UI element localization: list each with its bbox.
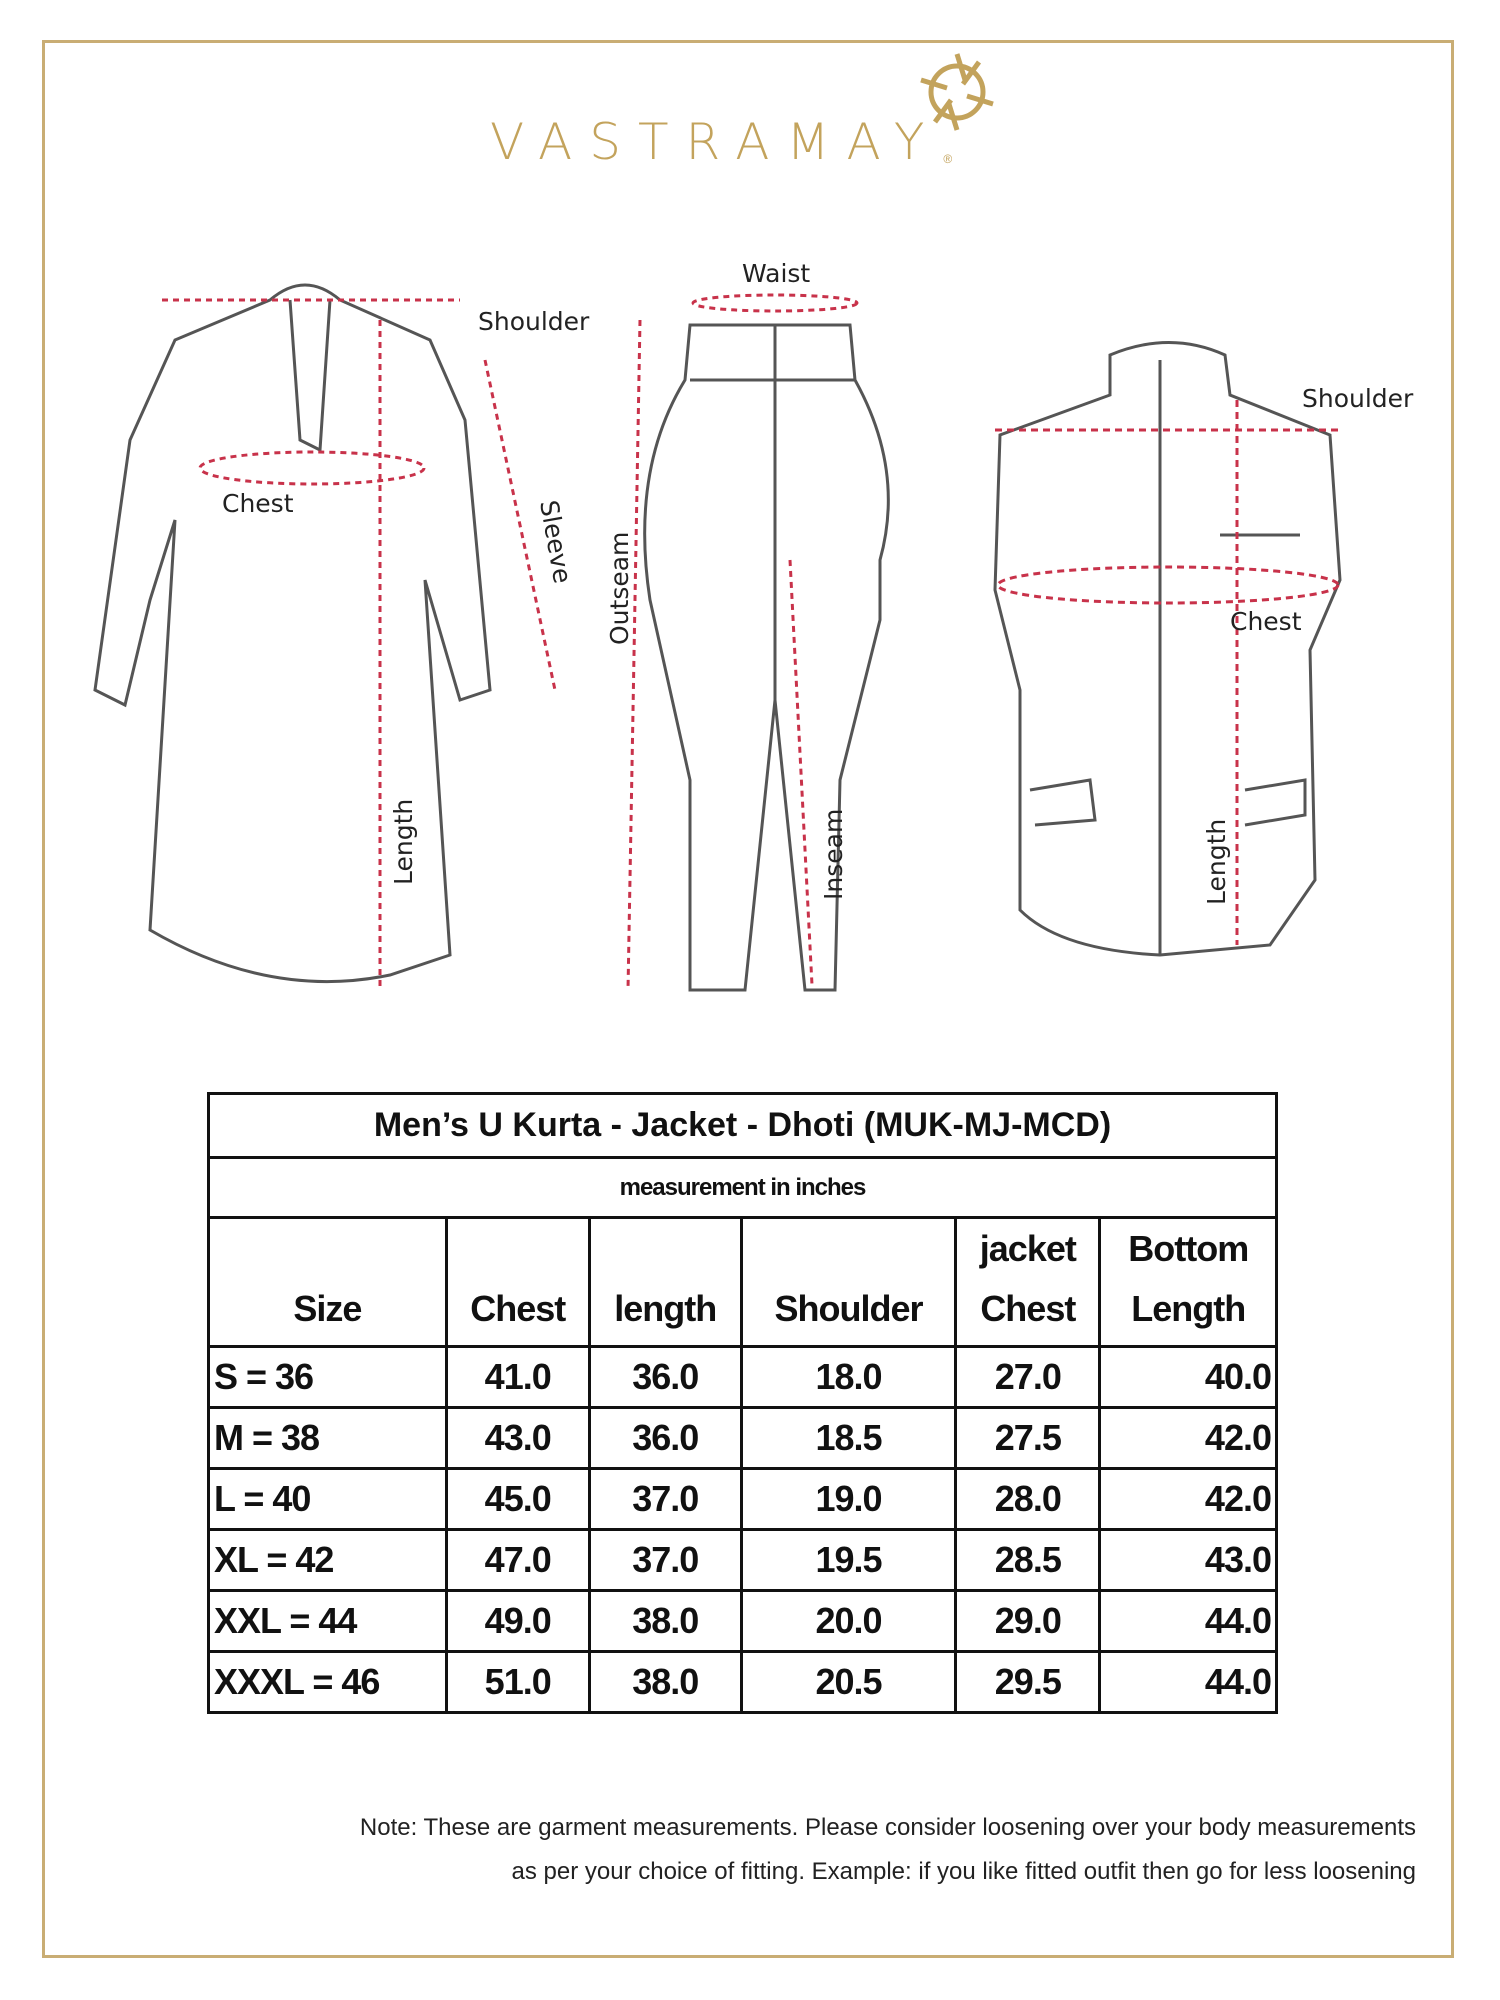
size-cell: XXL = 44 xyxy=(207,1589,448,1653)
value-cell: 29.5 xyxy=(954,1650,1102,1714)
dhoti-measure-lines xyxy=(626,293,859,991)
size-cell: L = 40 xyxy=(207,1467,448,1531)
dhoti-drawing xyxy=(643,323,890,992)
size-cell: XL = 42 xyxy=(207,1528,448,1592)
header-length: length xyxy=(587,1216,743,1348)
table-title: Men’s U Kurta - Jacket - Dhoti (MUK-MJ-M… xyxy=(207,1092,1278,1159)
kurta-shoulder-label: Shoulder xyxy=(478,307,590,336)
value-cell: 42.0 xyxy=(1098,1406,1278,1470)
table-row: L = 40 45.0 37.0 19.0 28.0 42.0 xyxy=(207,1467,1278,1531)
note-text: Note: These are garment measurements. Pl… xyxy=(360,1806,1416,1894)
size-cell: XXXL = 46 xyxy=(207,1650,448,1714)
header-shoulder: Shoulder xyxy=(739,1216,958,1348)
value-cell: 41.0 xyxy=(444,1345,591,1409)
value-cell: 51.0 xyxy=(444,1650,591,1714)
value-cell: 28.0 xyxy=(954,1467,1102,1531)
value-cell: 28.5 xyxy=(954,1528,1102,1592)
note-line-2: as per your choice of fitting. Example: … xyxy=(511,1858,1417,1885)
kurta-sleeve-label: Sleeve xyxy=(534,498,577,586)
value-cell: 38.0 xyxy=(587,1650,743,1714)
table-header-row: Size Chest length Shoulder jacket Chest B… xyxy=(207,1216,1278,1348)
table-row: M = 38 43.0 36.0 18.5 27.5 42.0 xyxy=(207,1406,1278,1470)
logo-flower-icon xyxy=(920,53,994,131)
dhoti-waist-label: Waist xyxy=(742,259,810,288)
value-cell: 19.0 xyxy=(739,1467,958,1531)
kurta-length-label: Length xyxy=(389,799,418,885)
table-title-row: Men’s U Kurta - Jacket - Dhoti (MUK-MJ-M… xyxy=(207,1092,1278,1159)
value-cell: 43.0 xyxy=(1098,1528,1278,1592)
note-line-1: Note: These are garment measurements. Pl… xyxy=(359,1814,1416,1841)
brand-logo-group: VASTRAMAY ® xyxy=(490,112,952,172)
kurta-measure-lines xyxy=(162,298,557,990)
jacket-chest-label: Chest xyxy=(1230,607,1302,636)
value-cell: 37.0 xyxy=(587,1528,743,1592)
value-cell: 45.0 xyxy=(444,1467,591,1531)
value-cell: 43.0 xyxy=(444,1406,591,1470)
value-cell: 49.0 xyxy=(444,1589,591,1653)
header-chest: Chest xyxy=(444,1216,591,1348)
value-cell: 38.0 xyxy=(587,1589,743,1653)
header-bottom-length: Bottom Length xyxy=(1098,1216,1278,1348)
measurement-unit: measurement in inches xyxy=(207,1156,1278,1219)
header-jacket-chest: jacket Chest xyxy=(954,1216,1102,1348)
jacket-shoulder-label: Shoulder xyxy=(1302,384,1414,413)
size-chart-table: Men’s U Kurta - Jacket - Dhoti (MUK-MJ-M… xyxy=(207,1092,1278,1714)
kurta-drawing xyxy=(93,283,492,984)
garment-diagram: Shoulder Chest Sleeve Length Waist Outse… xyxy=(93,53,1414,992)
jacket-drawing xyxy=(993,341,1342,957)
table-row: XL = 42 47.0 37.0 19.5 28.5 43.0 xyxy=(207,1528,1278,1592)
value-cell: 42.0 xyxy=(1098,1467,1278,1531)
value-cell: 20.5 xyxy=(739,1650,958,1714)
table-row: XXL = 44 49.0 38.0 20.0 29.0 44.0 xyxy=(207,1589,1278,1653)
brand-logo: VASTRAMAY xyxy=(490,113,942,171)
value-cell: 18.0 xyxy=(739,1345,958,1409)
dhoti-inseam-label: Inseam xyxy=(819,809,848,900)
jacket-length-label: Length xyxy=(1202,819,1231,905)
value-cell: 27.0 xyxy=(954,1345,1102,1409)
table-row: XXXL = 46 51.0 38.0 20.5 29.5 44.0 xyxy=(207,1650,1278,1714)
jacket-measure-lines xyxy=(995,400,1340,945)
value-cell: 47.0 xyxy=(444,1528,591,1592)
page-border xyxy=(42,40,1454,1958)
value-cell: 44.0 xyxy=(1098,1589,1278,1653)
value-cell: 29.0 xyxy=(954,1589,1102,1653)
value-cell: 37.0 xyxy=(587,1467,743,1531)
value-cell: 36.0 xyxy=(587,1345,743,1409)
value-cell: 20.0 xyxy=(739,1589,958,1653)
kurta-chest-label: Chest xyxy=(222,489,294,518)
table-unit-row: measurement in inches xyxy=(207,1156,1278,1219)
size-cell: M = 38 xyxy=(207,1406,448,1470)
value-cell: 27.5 xyxy=(954,1406,1102,1470)
table-row: S = 36 41.0 36.0 18.0 27.0 40.0 xyxy=(207,1345,1278,1409)
value-cell: 18.5 xyxy=(739,1406,958,1470)
size-cell: S = 36 xyxy=(207,1345,448,1409)
header-size: Size xyxy=(207,1216,448,1348)
value-cell: 44.0 xyxy=(1098,1650,1278,1714)
value-cell: 36.0 xyxy=(587,1406,743,1470)
value-cell: 40.0 xyxy=(1098,1345,1278,1409)
value-cell: 19.5 xyxy=(739,1528,958,1592)
dhoti-outseam-label: Outseam xyxy=(605,532,634,645)
registered-mark: ® xyxy=(943,152,953,166)
